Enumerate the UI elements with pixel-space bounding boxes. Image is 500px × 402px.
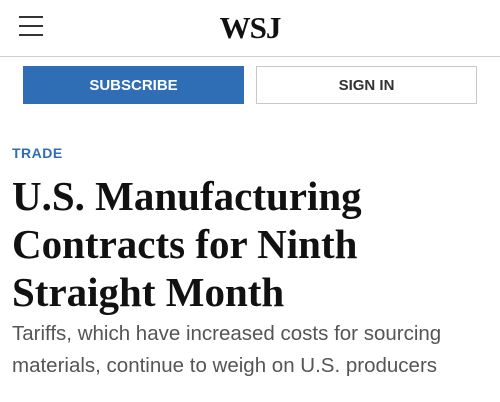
subscribe-button[interactable]: SUBSCRIBE bbox=[23, 66, 244, 104]
menu-line bbox=[19, 34, 43, 36]
menu-line bbox=[19, 25, 43, 27]
headline: U.S. Manufacturing Contracts for Ninth S… bbox=[12, 173, 362, 315]
logo[interactable]: WSJ bbox=[219, 10, 282, 45]
top-bar: WSJ bbox=[0, 0, 500, 57]
menu-line bbox=[19, 16, 43, 18]
menu-button[interactable] bbox=[19, 16, 43, 36]
subheadline: Tariffs, which have increased costs for … bbox=[12, 322, 442, 377]
section-label[interactable]: TRADE bbox=[12, 145, 63, 161]
sign-in-button[interactable]: SIGN IN bbox=[256, 66, 477, 104]
